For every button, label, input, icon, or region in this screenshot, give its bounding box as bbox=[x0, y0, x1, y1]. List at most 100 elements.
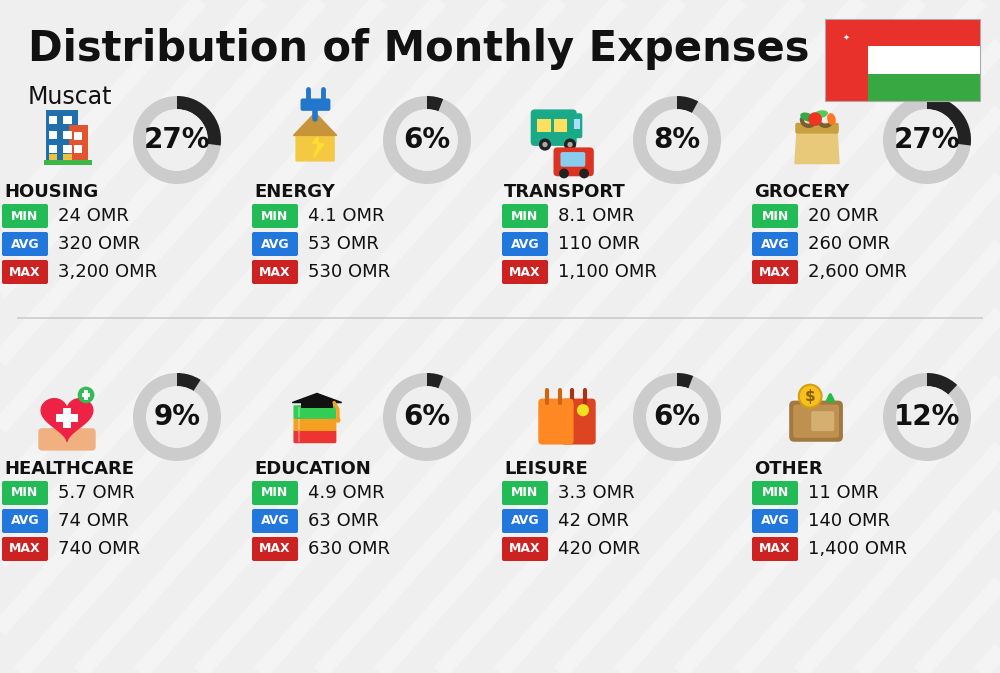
Circle shape bbox=[396, 386, 458, 448]
Circle shape bbox=[579, 168, 589, 178]
Text: 140 OMR: 140 OMR bbox=[808, 512, 890, 530]
FancyBboxPatch shape bbox=[63, 407, 71, 429]
Text: 42 OMR: 42 OMR bbox=[558, 512, 629, 530]
FancyBboxPatch shape bbox=[298, 419, 300, 429]
FancyBboxPatch shape bbox=[2, 260, 48, 284]
Polygon shape bbox=[292, 394, 342, 402]
Text: 320 OMR: 320 OMR bbox=[58, 235, 140, 253]
Text: 740 OMR: 740 OMR bbox=[58, 540, 140, 558]
Ellipse shape bbox=[827, 113, 836, 125]
Polygon shape bbox=[41, 398, 93, 441]
FancyBboxPatch shape bbox=[2, 232, 48, 256]
FancyBboxPatch shape bbox=[84, 390, 88, 400]
Text: AVG: AVG bbox=[761, 238, 789, 250]
Text: $: $ bbox=[805, 388, 815, 404]
Wedge shape bbox=[883, 373, 971, 461]
Text: 110 OMR: 110 OMR bbox=[558, 235, 640, 253]
Text: 9%: 9% bbox=[154, 403, 200, 431]
Text: GROCERY: GROCERY bbox=[754, 183, 849, 201]
Wedge shape bbox=[927, 96, 971, 145]
FancyBboxPatch shape bbox=[531, 110, 577, 146]
Circle shape bbox=[646, 109, 708, 171]
Circle shape bbox=[146, 386, 208, 448]
FancyBboxPatch shape bbox=[49, 154, 57, 161]
Wedge shape bbox=[633, 373, 721, 461]
FancyBboxPatch shape bbox=[502, 537, 548, 561]
FancyBboxPatch shape bbox=[502, 260, 548, 284]
Text: AVG: AVG bbox=[11, 238, 39, 250]
Text: MAX: MAX bbox=[259, 542, 291, 555]
FancyBboxPatch shape bbox=[825, 19, 980, 74]
FancyBboxPatch shape bbox=[502, 481, 548, 505]
FancyBboxPatch shape bbox=[752, 537, 798, 561]
FancyBboxPatch shape bbox=[2, 481, 48, 505]
Text: 3.3 OMR: 3.3 OMR bbox=[558, 484, 635, 502]
Text: TRANSPORT: TRANSPORT bbox=[504, 183, 626, 201]
FancyBboxPatch shape bbox=[825, 74, 980, 101]
FancyBboxPatch shape bbox=[825, 46, 980, 73]
Wedge shape bbox=[177, 96, 221, 145]
FancyBboxPatch shape bbox=[2, 204, 48, 228]
FancyBboxPatch shape bbox=[298, 406, 300, 417]
FancyBboxPatch shape bbox=[554, 119, 567, 133]
Text: MIN: MIN bbox=[11, 209, 39, 223]
FancyBboxPatch shape bbox=[825, 19, 980, 46]
Circle shape bbox=[577, 404, 589, 416]
FancyBboxPatch shape bbox=[293, 417, 336, 431]
FancyBboxPatch shape bbox=[825, 73, 980, 101]
FancyBboxPatch shape bbox=[252, 232, 298, 256]
Text: 420 OMR: 420 OMR bbox=[558, 540, 640, 558]
Circle shape bbox=[808, 112, 822, 126]
Wedge shape bbox=[383, 373, 471, 461]
Text: AVG: AVG bbox=[511, 238, 539, 250]
FancyBboxPatch shape bbox=[502, 232, 548, 256]
Text: 6%: 6% bbox=[403, 403, 451, 431]
FancyBboxPatch shape bbox=[56, 414, 78, 421]
Text: ENERGY: ENERGY bbox=[254, 183, 335, 201]
Wedge shape bbox=[133, 96, 221, 184]
Polygon shape bbox=[795, 127, 839, 164]
FancyBboxPatch shape bbox=[811, 411, 834, 431]
Text: EDUCATION: EDUCATION bbox=[254, 460, 371, 478]
FancyBboxPatch shape bbox=[252, 509, 298, 533]
Text: 1,400 OMR: 1,400 OMR bbox=[808, 540, 907, 558]
Text: MIN: MIN bbox=[511, 209, 539, 223]
FancyBboxPatch shape bbox=[752, 260, 798, 284]
FancyBboxPatch shape bbox=[752, 481, 798, 505]
Text: AVG: AVG bbox=[761, 514, 789, 528]
Text: HEALTHCARE: HEALTHCARE bbox=[4, 460, 134, 478]
Text: MIN: MIN bbox=[511, 487, 539, 499]
Circle shape bbox=[335, 417, 341, 423]
FancyBboxPatch shape bbox=[293, 429, 336, 444]
Text: Distribution of Monthly Expenses: Distribution of Monthly Expenses bbox=[28, 28, 810, 70]
FancyBboxPatch shape bbox=[69, 125, 88, 161]
FancyBboxPatch shape bbox=[560, 152, 585, 167]
FancyBboxPatch shape bbox=[298, 431, 300, 441]
Circle shape bbox=[396, 109, 458, 171]
Text: 6%: 6% bbox=[403, 126, 451, 154]
Text: 27%: 27% bbox=[144, 126, 210, 154]
Text: MIN: MIN bbox=[261, 209, 289, 223]
FancyBboxPatch shape bbox=[49, 116, 57, 125]
Wedge shape bbox=[427, 96, 443, 111]
FancyBboxPatch shape bbox=[752, 509, 798, 533]
Text: 20 OMR: 20 OMR bbox=[808, 207, 879, 225]
FancyBboxPatch shape bbox=[63, 145, 72, 153]
Text: AVG: AVG bbox=[261, 514, 289, 528]
Wedge shape bbox=[177, 373, 201, 391]
FancyBboxPatch shape bbox=[571, 113, 582, 138]
FancyBboxPatch shape bbox=[293, 405, 336, 419]
Circle shape bbox=[146, 109, 208, 171]
FancyBboxPatch shape bbox=[49, 131, 57, 139]
Circle shape bbox=[799, 385, 822, 407]
Text: MIN: MIN bbox=[761, 487, 789, 499]
FancyBboxPatch shape bbox=[63, 154, 72, 161]
Circle shape bbox=[564, 139, 576, 151]
Circle shape bbox=[78, 386, 94, 403]
Text: MIN: MIN bbox=[761, 209, 789, 223]
FancyBboxPatch shape bbox=[502, 204, 548, 228]
Circle shape bbox=[896, 386, 958, 448]
FancyBboxPatch shape bbox=[46, 110, 78, 161]
Text: AVG: AVG bbox=[11, 514, 39, 528]
Text: 12%: 12% bbox=[894, 403, 960, 431]
